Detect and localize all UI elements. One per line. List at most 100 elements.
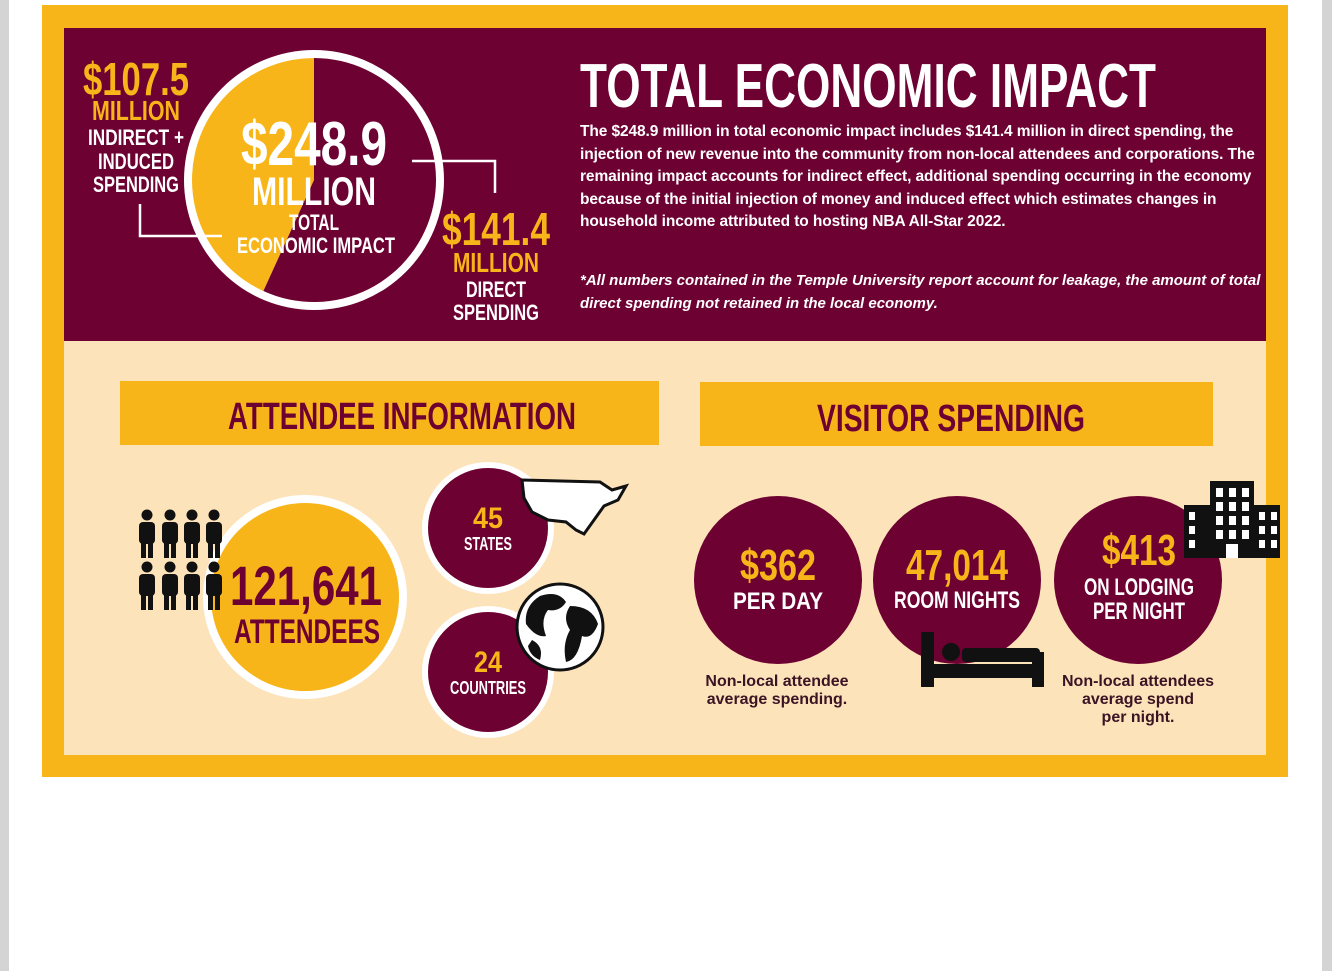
unit: MILLION bbox=[92, 95, 180, 126]
person-leg bbox=[215, 540, 220, 558]
person-head bbox=[164, 561, 176, 573]
window bbox=[1271, 540, 1277, 548]
person-leg bbox=[148, 540, 153, 558]
person-head bbox=[208, 509, 220, 521]
window bbox=[1259, 526, 1265, 534]
person-leg bbox=[193, 592, 198, 610]
window bbox=[1259, 540, 1265, 548]
label: SPENDING bbox=[93, 172, 179, 197]
spending-circle bbox=[694, 496, 862, 664]
window bbox=[1229, 516, 1236, 525]
label: PER DAY bbox=[733, 588, 823, 615]
spending-circle bbox=[873, 496, 1041, 664]
label: ECONOMIC IMPACT bbox=[237, 233, 395, 258]
window bbox=[1189, 512, 1195, 520]
amount: $141.4 bbox=[442, 203, 550, 255]
person-body bbox=[206, 522, 222, 544]
note-box: *All numbers contained in the Temple Uni… bbox=[580, 272, 1261, 312]
title: TOTAL ECONOMIC IMPACT bbox=[580, 52, 1156, 121]
label: DIRECT bbox=[466, 277, 526, 302]
connector bbox=[412, 159, 497, 193]
window bbox=[1242, 488, 1249, 497]
countries-circle bbox=[428, 612, 548, 732]
states-circle bbox=[428, 468, 548, 588]
section-heading: VISITOR SPENDING bbox=[817, 398, 1085, 440]
person-head bbox=[164, 509, 176, 521]
amount: 45 bbox=[473, 502, 503, 535]
person-body bbox=[206, 574, 222, 596]
caption: average spending. bbox=[707, 691, 848, 708]
window bbox=[1189, 540, 1195, 548]
person-leg bbox=[141, 540, 146, 558]
amount: 24 bbox=[474, 646, 502, 679]
person-body bbox=[162, 574, 178, 596]
amount: 47,014 bbox=[906, 541, 1008, 590]
label: INDIRECT + bbox=[88, 125, 184, 150]
description-box: The $248.9 million in total economic imp… bbox=[580, 123, 1255, 231]
description: The $248.9 million in total economic imp… bbox=[580, 123, 1255, 231]
spending-circle bbox=[1054, 496, 1222, 664]
window bbox=[1216, 488, 1223, 497]
window bbox=[1271, 512, 1277, 520]
us-map-icon bbox=[520, 478, 630, 536]
amount: $107.5 bbox=[83, 53, 189, 105]
window bbox=[1216, 516, 1223, 525]
pie-slice bbox=[192, 58, 314, 292]
person-leg bbox=[215, 592, 220, 610]
person-leg bbox=[171, 592, 176, 610]
banner bbox=[120, 381, 659, 445]
unit: MILLION bbox=[453, 247, 539, 278]
page-edge bbox=[1322, 0, 1332, 971]
caption: per night. bbox=[1102, 709, 1175, 726]
attendees-circle bbox=[211, 503, 399, 691]
amount: $362 bbox=[740, 541, 816, 590]
window bbox=[1216, 502, 1223, 511]
banner bbox=[700, 382, 1213, 446]
label: STATES bbox=[464, 534, 512, 554]
person-head bbox=[186, 509, 198, 521]
label: SPENDING bbox=[453, 300, 539, 325]
window bbox=[1242, 516, 1249, 525]
label: PER NIGHT bbox=[1093, 598, 1185, 625]
person-leg bbox=[164, 540, 169, 558]
bed-icon bbox=[921, 632, 1044, 687]
page-edge bbox=[0, 0, 9, 971]
people-icon bbox=[139, 509, 222, 610]
caption: Non-local attendees bbox=[1062, 673, 1214, 690]
label: ROOM NIGHTS bbox=[894, 587, 1020, 614]
person-body bbox=[162, 522, 178, 544]
person-leg bbox=[148, 592, 153, 610]
person-leg bbox=[141, 592, 146, 610]
window bbox=[1189, 526, 1195, 534]
person-head bbox=[186, 561, 198, 573]
building-icon bbox=[1184, 481, 1280, 558]
door bbox=[1226, 544, 1238, 558]
person-head bbox=[141, 509, 153, 521]
person-body bbox=[184, 522, 200, 544]
person-head bbox=[141, 561, 153, 573]
label: ATTENDEES bbox=[234, 613, 380, 651]
window bbox=[1216, 530, 1223, 539]
person-leg bbox=[208, 540, 213, 558]
person-body bbox=[139, 522, 155, 544]
section-heading: ATTENDEE INFORMATION bbox=[228, 396, 576, 438]
unit: MILLION bbox=[252, 170, 376, 214]
pie bbox=[192, 58, 436, 303]
person-leg bbox=[208, 592, 213, 610]
person-body bbox=[139, 574, 155, 596]
person-body bbox=[184, 574, 200, 596]
note: *All numbers contained in the Temple Uni… bbox=[580, 272, 1261, 312]
amount: $248.9 bbox=[241, 110, 387, 179]
person-leg bbox=[164, 592, 169, 610]
person-leg bbox=[186, 540, 191, 558]
label: ON LODGING bbox=[1084, 574, 1194, 601]
person-leg bbox=[171, 540, 176, 558]
pie-slice bbox=[263, 58, 436, 303]
window bbox=[1242, 502, 1249, 511]
person-leg bbox=[193, 540, 198, 558]
amount: 121,641 bbox=[230, 554, 382, 617]
window bbox=[1229, 530, 1236, 539]
